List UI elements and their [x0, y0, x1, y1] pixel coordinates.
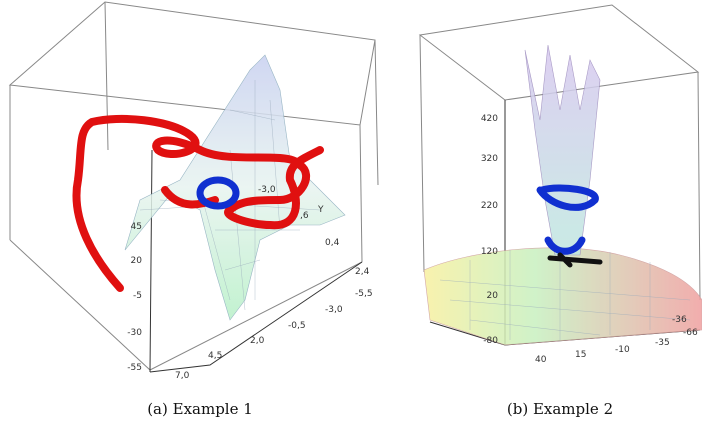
tick-label: -36 — [672, 315, 687, 325]
tick-label: 15 — [575, 350, 586, 360]
tick-label: 120 — [481, 247, 498, 257]
tick-label: 2,0 — [250, 336, 265, 346]
tick-label: -10 — [615, 345, 630, 355]
tick-label: -3,0 — [325, 305, 343, 315]
bounding-box — [418, 4, 701, 301]
tick-label: ,6 — [300, 211, 309, 221]
tick-label: -55 — [127, 363, 142, 373]
plot-a: 45 20 -5 -30 -55 7,0 4,5 2,0 -0,5 -3,0 -… — [8, 1, 379, 418]
tick-label: 40 — [535, 355, 547, 365]
surface — [423, 247, 702, 346]
tick-label: -5 — [133, 291, 142, 301]
tick-label: -5,5 — [355, 289, 373, 299]
tick-label: -0,5 — [288, 321, 306, 331]
tick-label: -30 — [127, 328, 142, 338]
tick-label: 7,0 — [175, 371, 190, 381]
tick-label: -3,0 — [258, 185, 276, 195]
blue-curve — [536, 184, 599, 255]
caption: (a) Example 1 — [147, 400, 253, 418]
tick-label: 4,5 — [208, 351, 222, 361]
black-curve — [547, 252, 603, 268]
tick-label: 0,4 — [325, 238, 340, 248]
tick-label: -66 — [683, 328, 698, 338]
tick-label: -35 — [655, 338, 670, 348]
axes — [149, 149, 363, 373]
tick-label: 20 — [131, 256, 143, 266]
surface-mesh — [439, 248, 691, 340]
axis-label: Y — [317, 205, 324, 215]
red-curve — [72, 114, 324, 292]
surface-peak — [524, 44, 601, 256]
bounding-box — [8, 1, 379, 371]
caption: (b) Example 2 — [507, 400, 613, 418]
tick-label: 2,4 — [355, 267, 370, 277]
blue-curve — [196, 176, 240, 210]
tick-label: 420 — [481, 114, 498, 124]
tick-label: 20 — [487, 291, 499, 301]
tick-label: 320 — [481, 154, 498, 164]
tick-label: 220 — [481, 201, 498, 211]
tick-label: 45 — [131, 222, 142, 232]
tick-label: -80 — [483, 336, 498, 346]
plot-b: 420 320 220 120 20 -80 40 15 -10 -35 -36… — [418, 4, 702, 418]
